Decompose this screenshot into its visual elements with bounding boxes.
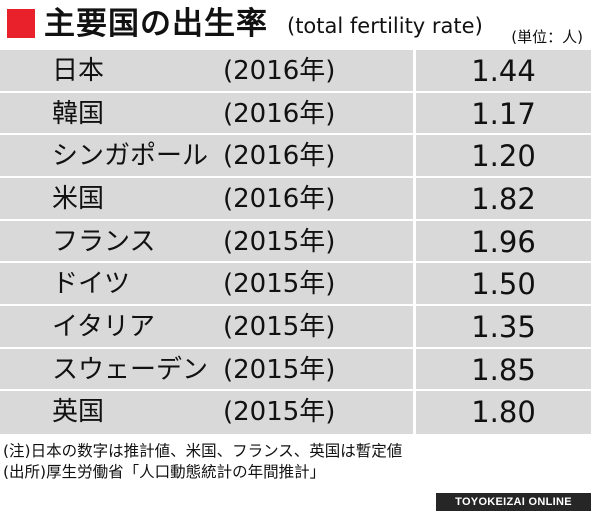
year-label: (2015年)	[223, 312, 336, 343]
country-name: スウェーデン	[52, 354, 209, 385]
fertility-value: 1.82	[471, 182, 536, 216]
fertility-value: 1.80	[471, 395, 536, 430]
year-label: (2015年)	[223, 397, 336, 428]
table-row: シンガポール (2016年) 1.20	[0, 135, 591, 178]
brand-label: TOYOKEIZAI ONLINE	[436, 493, 591, 511]
country-name: フランス	[52, 226, 156, 257]
fertility-table: 英国 (2015年) 1.80 スウェーデン (2015年) 1.85 イタリア (2015年…	[0, 50, 591, 434]
column-divider	[413, 50, 416, 434]
chart-title: 主要国の出生率	[44, 6, 268, 42]
table-row: 米国 (2016年) 1.82	[0, 178, 591, 221]
title-marker-icon	[7, 9, 35, 38]
year-label: (2016年)	[223, 184, 336, 214]
year-label: (2016年)	[223, 141, 336, 172]
unit-label: (単位：人)	[511, 28, 583, 46]
fertility-value: 1.35	[471, 310, 536, 345]
year-label: (2016年)	[223, 56, 336, 86]
table-row: フランス (2015年) 1.96	[0, 221, 591, 264]
fertility-value: 1.20	[471, 139, 536, 174]
footnote: (注)日本の数字は推計値、米国、フランス、英国は暫定値	[3, 442, 403, 460]
year-label: (2015年)	[223, 269, 336, 300]
year-label: (2016年)	[223, 98, 336, 129]
year-label: (2015年)	[223, 354, 336, 385]
year-label: (2015年)	[223, 226, 336, 257]
table-row: 日本 (2016年) 1.44	[0, 50, 591, 93]
table-row: ドイツ (2015年) 1.50	[0, 263, 591, 306]
table-row: スウェーデン (2015年) 1.85	[0, 349, 591, 392]
chart-header: 主要国の出生率 (total fertility rate) (単位：人)	[0, 0, 591, 50]
country-name: 日本	[52, 56, 105, 86]
country-name: シンガポール	[52, 141, 209, 172]
country-name: 米国	[52, 184, 105, 214]
country-name: 英国	[52, 397, 105, 428]
fertility-value: 1.44	[471, 54, 536, 88]
country-name: イタリア	[52, 312, 155, 343]
table-row: イタリア (2015年) 1.35	[0, 306, 591, 349]
fertility-value: 1.96	[471, 224, 536, 259]
fertility-value: 1.17	[471, 96, 536, 131]
table-row: 英国 (2015年) 1.80	[0, 391, 591, 434]
country-name: 韓国	[52, 98, 105, 129]
fertility-value: 1.85	[471, 352, 536, 387]
chart-subtitle: (total fertility rate)	[287, 14, 483, 38]
country-name: ドイツ	[52, 269, 131, 300]
fertility-value: 1.50	[471, 267, 536, 302]
source-note: (出所)厚生労働省「人口動態統計の年間推計」	[3, 463, 326, 481]
table-row: 韓国 (2016年) 1.17	[0, 93, 591, 136]
